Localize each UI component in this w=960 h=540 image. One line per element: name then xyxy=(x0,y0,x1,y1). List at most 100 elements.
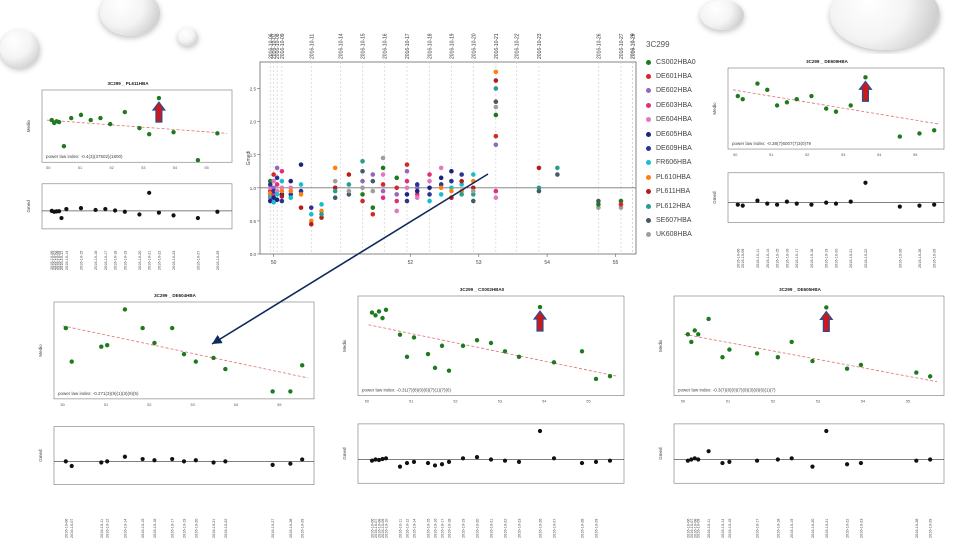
data-point xyxy=(380,165,386,171)
sub-data-point xyxy=(579,460,585,466)
x-tick-label: 54 xyxy=(861,400,865,404)
date-label: 2016-10-27 xyxy=(619,33,625,59)
date-label: 2016-10-21 xyxy=(490,519,494,538)
data-point xyxy=(607,373,613,379)
x-tick-label: 55 xyxy=(205,166,209,170)
highlight-arrow-shape xyxy=(819,310,834,333)
legend-item: PL612HBA xyxy=(646,199,716,213)
data-point xyxy=(685,332,691,337)
legend-item: UK608HBA xyxy=(646,228,716,242)
date-label: 2016-10-09 xyxy=(741,249,745,268)
data-point xyxy=(56,119,62,125)
data-point xyxy=(404,168,410,174)
legend-swatch xyxy=(646,131,651,137)
sub-data-point xyxy=(140,456,145,462)
legend-swatch xyxy=(646,88,651,94)
trend-line xyxy=(46,119,228,134)
legend-label: DE601HBA xyxy=(656,73,692,81)
top-plot-frame xyxy=(53,301,315,400)
sub-data-point xyxy=(754,458,760,463)
date-label: 2016-10-10 xyxy=(385,519,389,538)
data-point xyxy=(493,142,499,148)
data-point xyxy=(181,351,187,357)
data-point xyxy=(449,195,454,201)
y-axis-label: Medio xyxy=(342,339,347,352)
sub-data-point xyxy=(103,206,108,212)
power-law-annotation: power law index: -0.3(7)(8)(0)(7)(9)(3)(… xyxy=(678,388,776,393)
date-label: 2016-10-19 xyxy=(183,519,187,538)
data-point xyxy=(425,351,431,357)
date-label: 2016-10-17 xyxy=(756,519,760,538)
x-tick-label: 50 xyxy=(61,403,65,407)
data-point xyxy=(438,165,444,171)
data-point xyxy=(618,205,624,210)
date-label: 2016-10-08 xyxy=(275,33,281,59)
data-point xyxy=(596,205,601,210)
sub-data-point xyxy=(755,198,760,203)
sub-data-point xyxy=(171,213,176,218)
panel-title: 3C299 _ DE609HBA xyxy=(806,59,849,64)
legend-item: DE601HBA xyxy=(646,69,716,83)
date-label: 2016-10-16 xyxy=(382,33,388,59)
data-point xyxy=(383,307,389,313)
date-label: 2016-10-28 xyxy=(289,519,293,538)
data-point xyxy=(427,172,432,177)
date-label: 2016-10-07 xyxy=(53,251,57,270)
data-point xyxy=(370,188,376,194)
data-point xyxy=(775,355,781,360)
date-label: 2016-10-18 xyxy=(448,519,452,538)
date-label: 2016-10-14 xyxy=(721,519,725,538)
date-label: 2016-10-29 xyxy=(929,519,933,538)
sub-plot-frame xyxy=(727,172,945,223)
sub-data-point xyxy=(147,190,152,195)
data-point xyxy=(332,188,338,194)
sub-data-point xyxy=(685,458,690,463)
sub-data-point xyxy=(932,202,937,207)
data-point xyxy=(414,182,420,187)
sub-data-point xyxy=(789,456,794,461)
data-point xyxy=(360,159,365,164)
date-label: 2016-10-17 xyxy=(405,33,411,59)
data-point xyxy=(211,355,216,361)
date-label: 2016-10-15 xyxy=(776,249,780,268)
data-point xyxy=(146,131,152,137)
data-point xyxy=(863,75,868,80)
x-tick-label: 50 xyxy=(46,166,50,170)
sub-data-point xyxy=(137,212,142,217)
sub-plot-frame xyxy=(53,426,315,485)
data-point xyxy=(470,178,476,184)
data-point xyxy=(765,87,770,93)
legend-item: PL611HBA xyxy=(646,185,716,199)
data-point xyxy=(536,188,542,194)
data-point xyxy=(579,349,585,354)
x-tick-label: 53 xyxy=(841,153,845,157)
legend-label: CS002HBA0 xyxy=(656,58,696,66)
sub-data-point xyxy=(112,208,118,213)
x-tick-label: 53 xyxy=(141,166,145,170)
main-scatter-chart: 2016-10-062016-10-072016-10-082016-10-09… xyxy=(246,33,637,266)
date-label: 2016-10-16 xyxy=(153,519,157,538)
panel-title: 3C299 _ DE604HBA xyxy=(154,293,197,298)
data-point xyxy=(404,354,410,360)
data-point xyxy=(438,192,444,197)
data-point xyxy=(274,175,280,181)
data-point xyxy=(460,343,466,348)
data-point xyxy=(404,198,410,204)
data-point xyxy=(288,389,293,394)
y-axis-label: Medio xyxy=(38,344,43,357)
sub-data-point xyxy=(917,203,922,208)
date-label: 2016-10-11 xyxy=(707,519,711,538)
sub-data-point xyxy=(369,458,375,463)
legend-label: PL612HBA xyxy=(656,202,691,210)
sub-data-point xyxy=(863,180,868,185)
data-point xyxy=(288,188,294,194)
x-tick-label: 50 xyxy=(733,153,737,157)
data-point xyxy=(279,188,285,194)
date-label: 2016-10-12 xyxy=(106,519,110,538)
date-label: 2016-10-19 xyxy=(123,251,127,270)
date-label: 2016-10-19 xyxy=(449,33,455,59)
sub-data-point xyxy=(181,459,187,464)
legend-swatch xyxy=(646,59,651,65)
data-point xyxy=(376,309,382,314)
date-label: 2016-10-29 xyxy=(216,251,220,270)
